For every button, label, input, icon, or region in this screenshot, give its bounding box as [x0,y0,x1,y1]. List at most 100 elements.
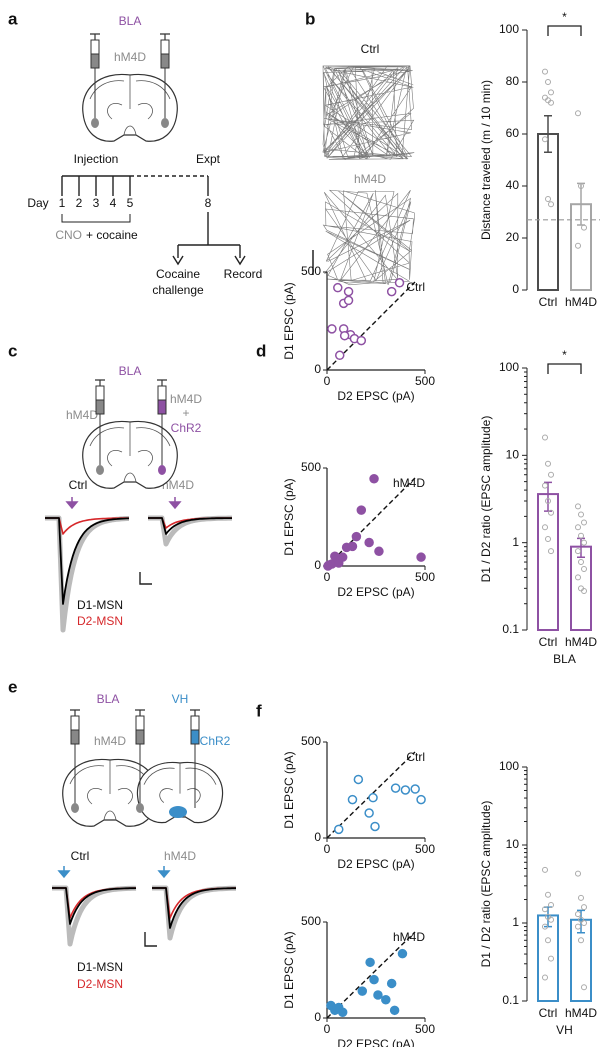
data-point [575,574,581,581]
error-bar [577,909,585,934]
data-point [386,286,397,297]
data-point [545,891,551,898]
syringe-fluid [160,53,170,69]
data-point [578,511,584,518]
syringe [157,379,167,386]
y-tick-label: 0 [314,558,321,572]
x-tick-label: 0 [324,374,331,388]
y-axis-label: D1 EPSC (pA) [282,931,296,1008]
stim-arrow [168,497,182,510]
data-point [364,808,374,818]
data-point [575,242,581,249]
data-point [369,974,379,985]
data-point [374,546,384,557]
legend-label: D1-MSN [77,960,123,974]
data-point [575,524,581,531]
opsin-label: ChR2 [200,734,231,748]
data-point [548,955,554,962]
data-point [337,1007,348,1017]
x-tick-label: 0 [324,570,331,584]
data-point [353,774,364,785]
x-tick-label: 0 [324,1022,331,1036]
y-tick-label: 500 [301,734,321,748]
y-tick-label: 1 [512,535,519,549]
y-axis-label: D1 EPSC (pA) [282,282,296,359]
data-point [545,536,551,543]
y-tick-label: 500 [301,914,321,928]
data-point [542,866,548,873]
y-tick-label: 500 [301,460,321,474]
trace-label: Ctrl [71,849,90,863]
significance-bracket [547,25,582,36]
data-point [337,552,348,562]
region-label: BLA [119,364,142,378]
timeline [61,175,246,266]
data-point [323,561,333,571]
x-tick-label: 500 [415,374,435,388]
stim-arrow [157,866,171,879]
data-point [339,330,350,341]
data-point [364,537,374,548]
data-point [548,916,554,923]
unity-line [326,477,416,567]
day-number: 5 [127,196,134,210]
x-tick-label: hM4D [565,1006,597,1020]
y-tick-label: 100 [499,759,519,773]
data-point [542,68,548,75]
data-point [548,902,554,909]
y-tick-label: 0.1 [502,993,519,1007]
brain-detail [89,422,171,483]
data-point [548,89,554,96]
scale-bar [144,932,157,947]
trace-shade [52,885,137,947]
panel-label: a [8,9,18,28]
syringe [135,709,145,716]
x-tick-label: Ctrl [539,1006,558,1020]
injection-site [91,118,99,128]
panel-label: d [256,341,266,360]
virus-label: hM4D [94,734,126,748]
syringe-fluid [135,729,145,745]
region-label: VH [172,692,189,706]
y-tick-label: 100 [499,22,519,36]
x-tick-label: 500 [415,570,435,584]
brain-detail [89,75,171,136]
data-point [548,548,554,555]
data-point [542,974,548,981]
trace-d1 [152,887,236,929]
data-point [545,937,551,944]
y-axis-label: D1 / D2 ratio (EPSC amplitude) [479,801,493,968]
y-tick-label: 500 [301,264,321,278]
x-axis-label: VH [556,1023,573,1037]
data-point [575,548,581,555]
data-point [581,224,587,231]
data-point [581,539,587,546]
injection-site [158,465,166,475]
data-point [394,278,405,288]
y-axis-label: D1 / D2 ratio (EPSC amplitude) [479,416,493,583]
legend-label: D1-MSN [77,598,123,612]
data-point [581,587,587,594]
syringe [190,709,200,716]
region-label: BLA [119,14,142,28]
syringe-fluid [190,729,200,745]
x-tick-label: 500 [415,1022,435,1036]
data-point [545,79,551,85]
data-point [575,923,581,930]
brain-detail [69,760,151,821]
data-point [581,565,587,572]
y-tick-label: 0.1 [502,622,519,636]
data-point [327,324,337,334]
panel-label: f [256,701,262,720]
trace-d1 [45,517,129,605]
y-tick-label: 0 [314,362,321,376]
data-point [416,794,426,805]
data-point [581,519,587,526]
day-number: 8 [205,196,212,210]
data-point [581,920,587,926]
syringe [70,709,80,716]
virus-label: + [182,406,189,420]
x-tick-label: hM4D [565,295,597,309]
data-point [373,990,383,1000]
data-point [578,894,584,901]
